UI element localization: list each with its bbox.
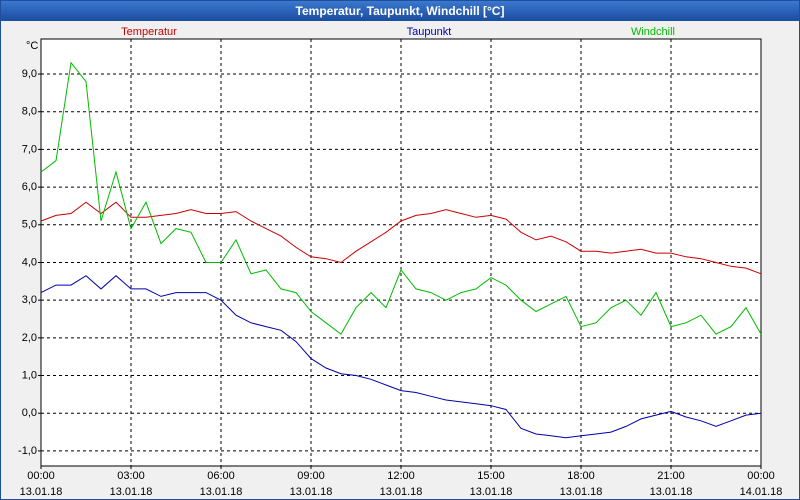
y-tick-label: 2,0 xyxy=(22,332,37,344)
x-tick-label: 15:00 13.01.18 xyxy=(469,470,513,498)
y-tick-label: 5,0 xyxy=(22,219,37,231)
y-tick-label: 8,0 xyxy=(22,106,37,118)
y-unit: °C xyxy=(26,40,38,52)
y-tick-label: -1,0 xyxy=(18,445,37,457)
series-line xyxy=(40,201,762,275)
y-tick-label: 9,0 xyxy=(22,68,37,80)
legend-entry: Windchill xyxy=(631,26,675,38)
x-tick-label: 00:00 14.01.18 xyxy=(739,470,783,498)
y-tick-label: 7,0 xyxy=(22,143,37,155)
y-tick-label: 4,0 xyxy=(22,256,37,268)
x-tick-label: 21:00 13.01.18 xyxy=(649,470,693,498)
y-tick-label: 0,0 xyxy=(22,407,37,419)
legend-entry: Taupunkt xyxy=(407,26,452,38)
y-tick-label: 1,0 xyxy=(22,369,37,381)
plot-frame xyxy=(40,38,762,467)
chart-title: Temperatur, Taupunkt, Windchill [°C] xyxy=(1,1,799,21)
series-line xyxy=(40,275,762,439)
y-tick-label: 3,0 xyxy=(22,294,37,306)
x-tick-label: 03:00 13.01.18 xyxy=(109,470,153,498)
x-tick-label: 12:00 13.01.18 xyxy=(379,470,423,498)
x-tick-label: 09:00 13.01.18 xyxy=(289,470,333,498)
x-tick-label: 18:00 13.01.18 xyxy=(559,470,603,498)
x-tick-label: 00:00 13.01.18 xyxy=(19,470,63,498)
y-tick-label: 6,0 xyxy=(22,181,37,193)
series-line xyxy=(40,61,762,335)
x-tick-label: 06:00 13.01.18 xyxy=(199,470,243,498)
legend-entry: Temperatur xyxy=(121,26,177,38)
